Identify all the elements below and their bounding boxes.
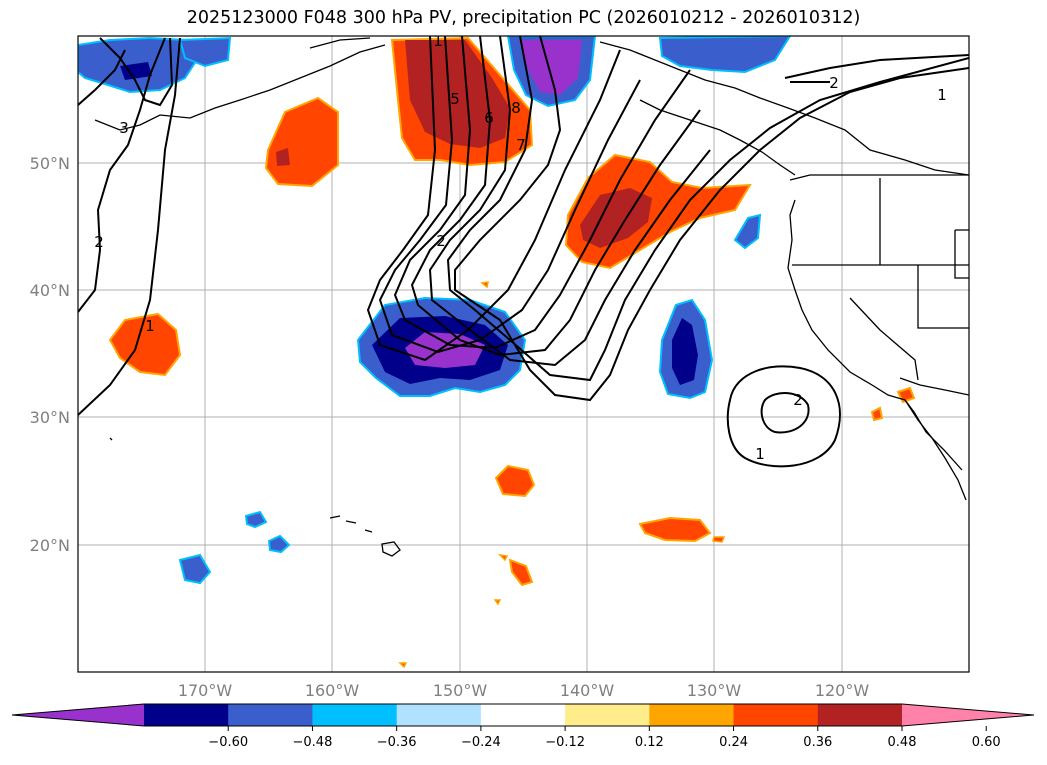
contour-labels: 1 2 3 5 6 7 8 2 1 2 1 2 1 <box>94 32 947 463</box>
contour-label: 7 <box>516 136 526 154</box>
colorbar-extend-high <box>902 704 1034 726</box>
colorbar-tick-label: 0.36 <box>803 735 832 750</box>
contour-label: 5 <box>450 90 460 108</box>
colorbar-outline <box>11 703 1035 727</box>
colorbar-tick-label: 0.24 <box>719 735 748 750</box>
contour-label: 1 <box>755 445 765 463</box>
longitude-labels: 170°W 160°W 150°W 140°W 130°W 120°W <box>178 681 870 700</box>
latitude-labels: 50°N 40°N 30°N 20°N <box>30 154 70 555</box>
lat-label-20n: 20°N <box>30 536 70 555</box>
lat-label-40n: 40°N <box>30 281 70 300</box>
colorbar-tick-label: 0.60 <box>972 735 1001 750</box>
contour-label: 1 <box>937 86 947 104</box>
colorbar-segment <box>480 704 566 726</box>
colorbar: −0.60 −0.48 −0.36 −0.24 −0.12 0.12 0.24 0.36 0.4… <box>11 703 1035 750</box>
contour-label: 2 <box>793 391 803 409</box>
colorbar-tick-label: −0.60 <box>208 735 248 750</box>
lon-label-140w: 140°W <box>560 681 615 700</box>
contour-label: 2 <box>829 74 839 92</box>
coastlines <box>94 37 969 557</box>
contour-label: 6 <box>484 109 494 127</box>
lon-label-160w: 160°W <box>305 681 360 700</box>
contour-label: 8 <box>511 99 521 117</box>
lat-label-30n: 30°N <box>30 408 70 427</box>
colorbar-segment <box>817 704 903 726</box>
colorbar-tick-label: 0.12 <box>635 735 664 750</box>
colorbar-extend-low <box>12 704 144 726</box>
colorbar-segment <box>649 704 735 726</box>
colorbar-tick-label: −0.12 <box>545 735 585 750</box>
colorbar-segment <box>228 704 313 726</box>
colorbar-tick-label: 0.48 <box>888 735 917 750</box>
colorbar-segment <box>312 704 398 726</box>
colorbar-tick-label: −0.24 <box>461 735 501 750</box>
contour-label: 2 <box>436 232 446 250</box>
colorbar-segment <box>144 704 229 726</box>
colorbar-tick-label: −0.48 <box>293 735 333 750</box>
map-title: 2025123000 F048 300 hPa PV, precipitatio… <box>186 8 861 28</box>
lon-label-170w: 170°W <box>178 681 233 700</box>
contour-label: 3 <box>119 119 129 137</box>
colorbar-tick-label: −0.36 <box>377 735 417 750</box>
contour-label: 1 <box>145 317 155 335</box>
colorbar-segment <box>396 704 482 726</box>
lat-label-50n: 50°N <box>30 154 70 173</box>
lon-label-120w: 120°W <box>815 681 870 700</box>
map-frame <box>77 35 970 673</box>
lon-label-130w: 130°W <box>687 681 742 700</box>
contour-label: 1 <box>433 32 443 50</box>
colorbar-segment <box>733 704 819 726</box>
lon-label-150w: 150°W <box>433 681 488 700</box>
colorbar-segment <box>565 704 650 726</box>
contour-label: 2 <box>94 233 104 251</box>
pv-contours <box>78 36 969 468</box>
